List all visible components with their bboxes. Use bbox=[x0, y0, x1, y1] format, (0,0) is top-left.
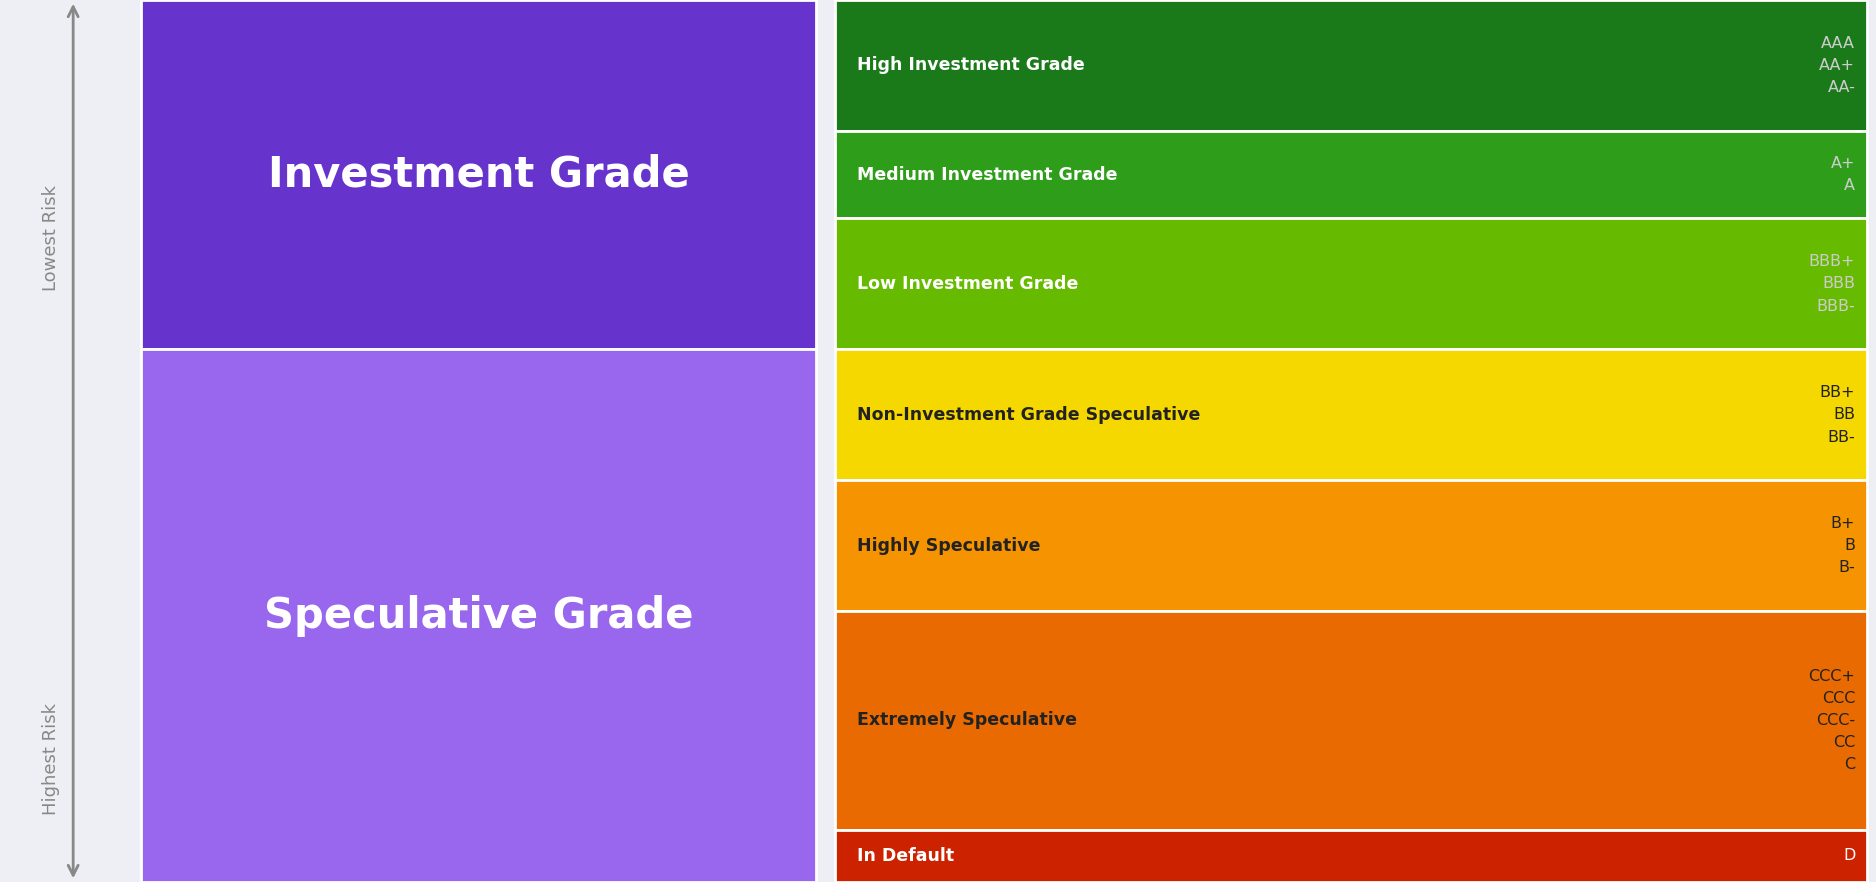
Text: Highly Speculative: Highly Speculative bbox=[857, 537, 1041, 555]
Bar bbox=[835, 611, 1867, 830]
Bar bbox=[835, 131, 1867, 219]
Text: Investment Grade: Investment Grade bbox=[268, 153, 688, 196]
Text: Highest Risk: Highest Risk bbox=[41, 703, 60, 814]
Text: D: D bbox=[1842, 848, 1855, 863]
Text: BBB+
BBB
BBB-: BBB+ BBB BBB- bbox=[1808, 254, 1855, 313]
Text: Lowest Risk: Lowest Risk bbox=[41, 185, 60, 291]
Bar bbox=[835, 830, 1867, 882]
Bar bbox=[141, 349, 816, 882]
Bar bbox=[835, 481, 1867, 611]
Text: In Default: In Default bbox=[857, 847, 955, 865]
Bar bbox=[835, 219, 1867, 349]
Text: B+
B
B-: B+ B B- bbox=[1831, 516, 1855, 575]
Text: CCC+
CCC
CCC-
CC
C: CCC+ CCC CCC- CC C bbox=[1808, 669, 1855, 773]
Bar bbox=[835, 349, 1867, 481]
Text: BB+
BB
BB-: BB+ BB BB- bbox=[1820, 385, 1855, 445]
Bar bbox=[141, 0, 816, 349]
Text: Extremely Speculative: Extremely Speculative bbox=[857, 712, 1077, 729]
Text: A+
A: A+ A bbox=[1831, 156, 1855, 193]
Text: AAA
AA+
AA-: AAA AA+ AA- bbox=[1820, 36, 1855, 95]
Text: Low Investment Grade: Low Investment Grade bbox=[857, 275, 1079, 293]
Text: Speculative Grade: Speculative Grade bbox=[265, 594, 692, 637]
Text: High Investment Grade: High Investment Grade bbox=[857, 56, 1084, 74]
Bar bbox=[835, 0, 1867, 131]
Text: Non-Investment Grade Speculative: Non-Investment Grade Speculative bbox=[857, 406, 1201, 424]
Text: Medium Investment Grade: Medium Investment Grade bbox=[857, 166, 1118, 183]
